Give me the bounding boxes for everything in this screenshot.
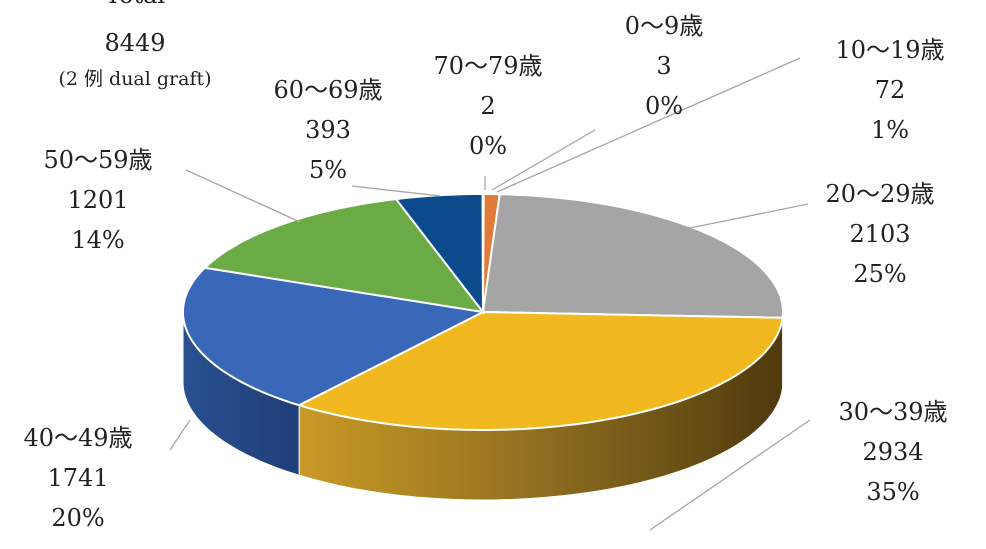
data-label-percent-6: 5%: [308, 156, 348, 184]
data-label-4: 40〜49歳 1741 20%: [0, 418, 158, 538]
data-label-percent-0: 0%: [644, 92, 684, 120]
data-label-percent-3: 35%: [866, 478, 920, 506]
data-label-6: 60〜69歳 393 5%: [248, 70, 408, 190]
data-label-value-3: 2934: [862, 438, 924, 466]
total-label: Total 8449 (2 例 dual graft): [20, 0, 250, 94]
data-label-percent-5: 14%: [71, 226, 125, 254]
leader-line-4: [169, 419, 191, 451]
data-label-value-4: 1741: [47, 464, 109, 492]
data-label-category-4: 40〜49歳: [23, 424, 133, 452]
data-label-0: 0〜9歳 3 0%: [584, 6, 744, 126]
data-label-7: 70〜79歳 2 0%: [408, 46, 568, 166]
data-label-category-0: 0〜9歳: [624, 12, 704, 40]
data-label-2: 20〜29歳 2103 25%: [800, 174, 960, 294]
leader-line-3: [649, 419, 811, 531]
leader-line-2: [689, 203, 809, 229]
data-label-value-0: 3: [656, 52, 672, 80]
data-label-category-5: 50〜59歳: [43, 146, 153, 174]
data-label-value-1: 72: [874, 76, 906, 104]
data-label-1: 10〜19歳 72 1%: [810, 30, 970, 150]
leader-lines: [169, 57, 811, 531]
data-label-percent-2: 25%: [853, 260, 907, 288]
data-label-category-7: 70〜79歳: [433, 52, 543, 80]
data-label-percent-7: 0%: [468, 132, 508, 160]
pie-slices: [182, 193, 785, 431]
data-label-value-2: 2103: [849, 220, 911, 248]
leader-line-0: [491, 129, 596, 191]
data-label-value-7: 2: [480, 92, 496, 120]
data-label-category-2: 20〜29歳: [825, 180, 935, 208]
total-title: Total: [20, 0, 250, 10]
data-label-3: 30〜39歳 2934 35%: [813, 392, 973, 512]
pie-slice-2: [481, 193, 785, 319]
data-label-value-5: 1201: [67, 186, 129, 214]
data-label-category-6: 60〜69歳: [273, 76, 383, 104]
leader-line-1: [496, 57, 801, 193]
data-label-percent-1: 1%: [870, 116, 910, 144]
total-value: 8449: [104, 29, 166, 57]
data-label-category-3: 30〜39歳: [838, 398, 948, 426]
data-label-5: 50〜59歳 1201 14%: [18, 140, 178, 260]
pie-slice-5: [202, 198, 486, 314]
leader-line-5: [185, 169, 301, 223]
data-label-category-1: 10〜19歳: [835, 36, 945, 64]
pie-slice-3: [296, 310, 784, 431]
leader-line-6: [351, 185, 441, 197]
total-note: (2 例 dual graft): [58, 68, 212, 90]
data-label-percent-4: 20%: [51, 504, 105, 532]
pie-slice-4: [182, 266, 487, 407]
data-label-value-6: 393: [305, 116, 351, 144]
